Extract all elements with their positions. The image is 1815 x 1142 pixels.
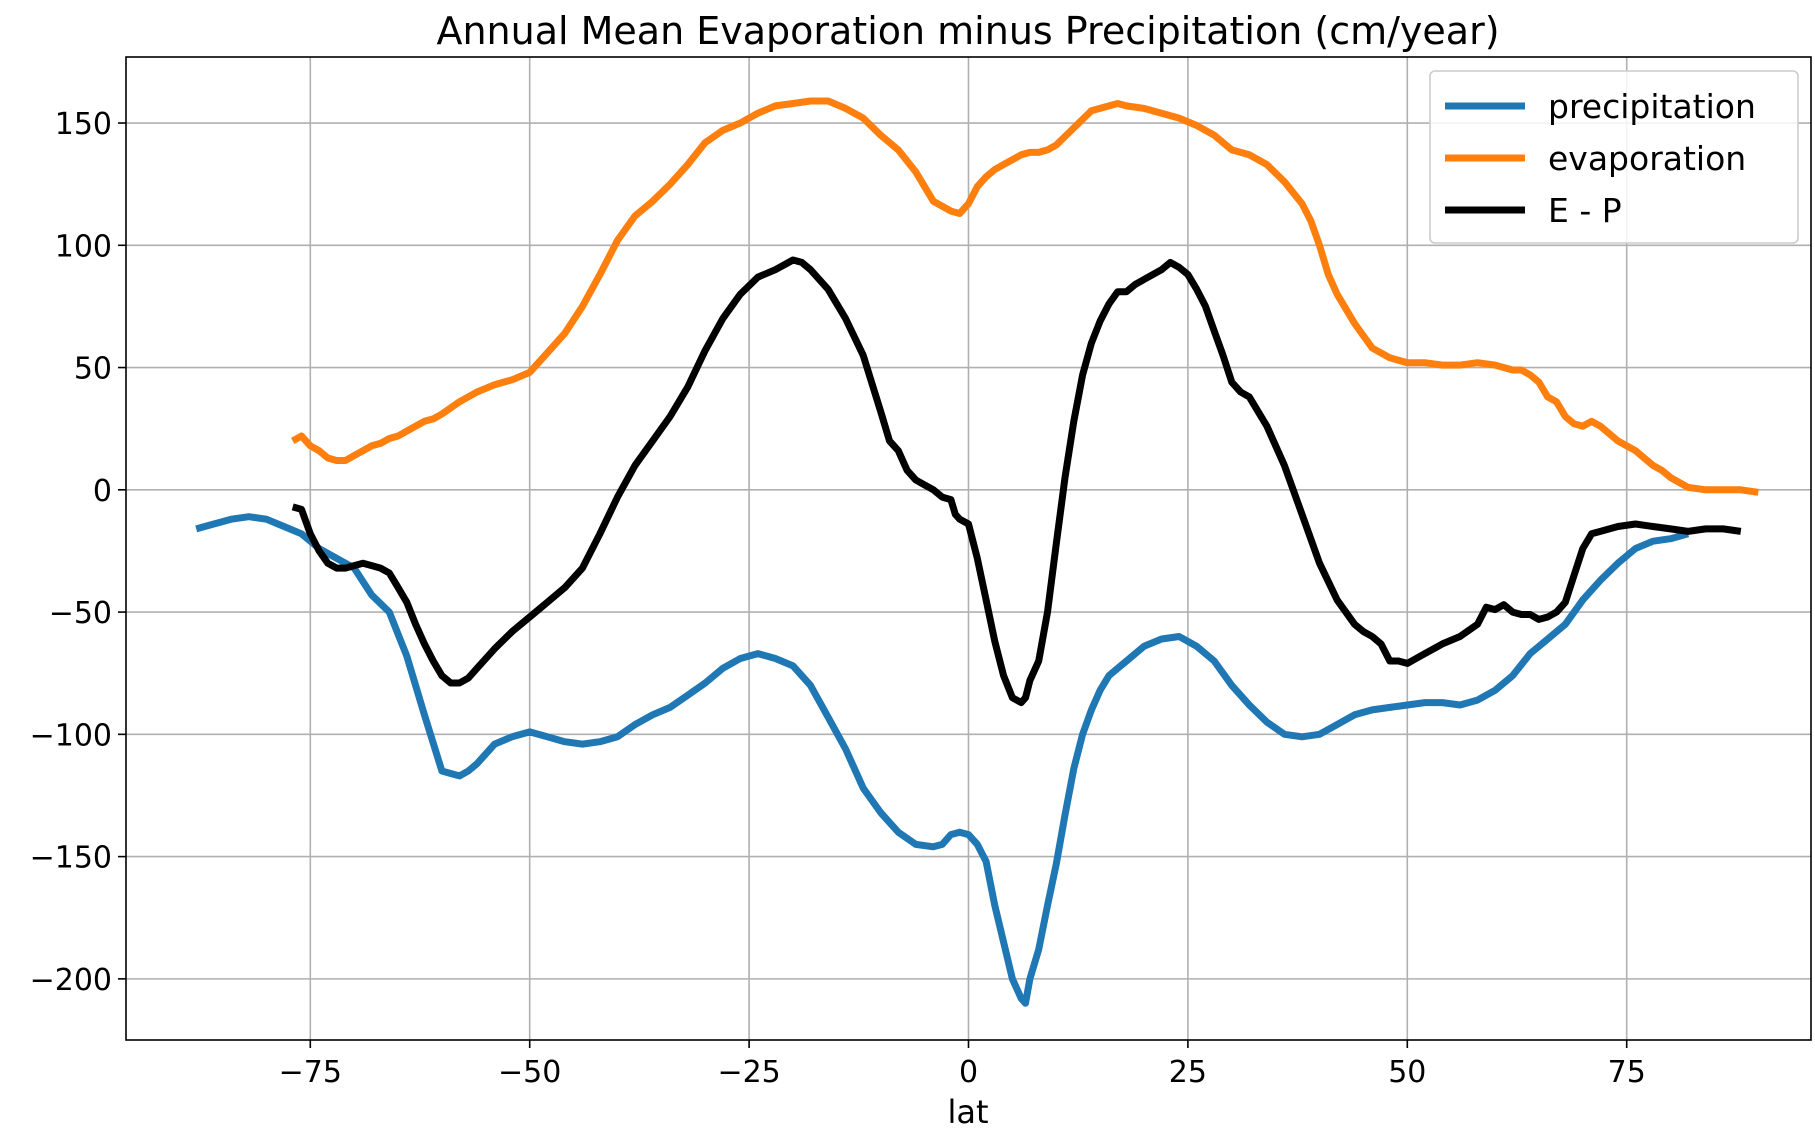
x-tick-label: −75: [279, 1055, 342, 1090]
x-tick-label: −50: [498, 1055, 561, 1090]
series-line-precipitation: [195, 513, 1690, 1007]
series-line-evaporation: [290, 97, 1759, 496]
series-line-e-p: [291, 256, 1742, 707]
legend-label: precipitation: [1548, 87, 1756, 126]
y-tick-label: 100: [55, 229, 112, 264]
y-axis-ticks: −200 −150 −100 −50 0 50 100 150: [30, 107, 126, 998]
legend-entries: precipitation evaporation E - P: [1445, 87, 1756, 230]
x-tick-label: 75: [1608, 1055, 1646, 1090]
legend-label: evaporation: [1548, 139, 1746, 178]
x-axis-ticks: −75 −50 −25 0 25 50 75: [279, 1040, 1646, 1090]
legend-frame: [1429, 70, 1799, 244]
series-lines: [195, 97, 1759, 1007]
legend-label: E - P: [1548, 191, 1622, 230]
x-tick-label: 50: [1388, 1055, 1426, 1090]
y-tick-label: −50: [49, 596, 112, 631]
x-tick-label: 0: [959, 1055, 978, 1090]
x-tick-label: 25: [1169, 1055, 1207, 1090]
y-tick-label: −200: [30, 963, 112, 998]
chart-title: Annual Mean Evaporation minus Precipitat…: [436, 9, 1499, 53]
legend: precipitation evaporation E - P: [1429, 70, 1799, 244]
y-tick-label: −150: [30, 841, 112, 876]
x-axis-label: lat: [947, 1093, 988, 1131]
x-tick-label: −25: [717, 1055, 780, 1090]
y-tick-label: 0: [93, 474, 112, 509]
y-tick-label: 150: [55, 107, 112, 142]
y-tick-label: −100: [30, 718, 112, 753]
y-tick-label: 50: [74, 352, 112, 387]
